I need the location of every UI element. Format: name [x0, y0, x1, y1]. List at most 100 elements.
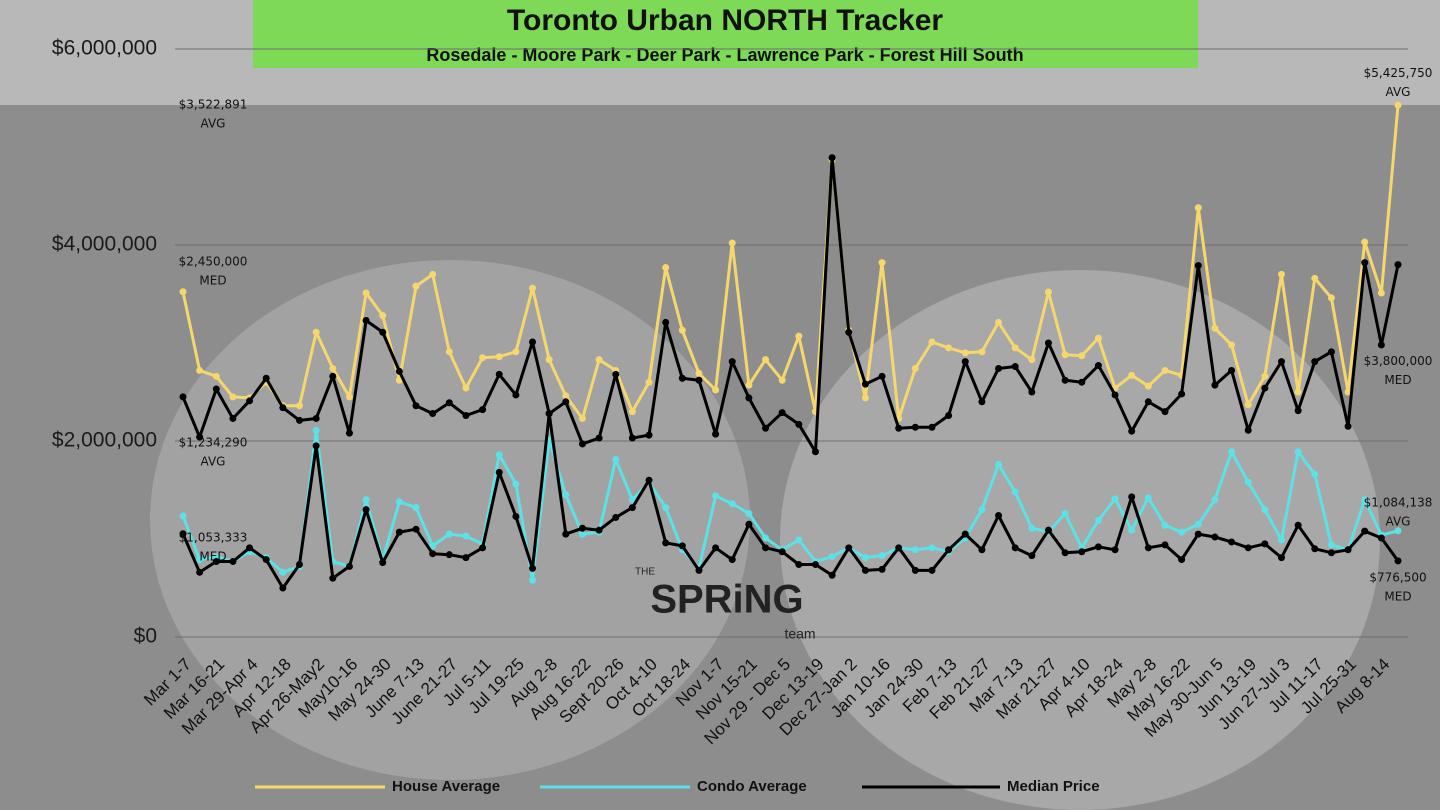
data-point [562, 491, 570, 499]
data-point [1128, 526, 1136, 534]
data-point [828, 154, 836, 162]
data-point [1211, 381, 1219, 389]
data-point [795, 420, 803, 428]
data-point [445, 551, 453, 559]
y-tick-label: $0 [134, 625, 157, 648]
data-point [762, 356, 770, 364]
data-point [1327, 541, 1335, 549]
data-point [612, 513, 620, 521]
data-point [512, 348, 520, 356]
data-point [529, 564, 537, 572]
data-point [395, 376, 403, 384]
data-point [1261, 506, 1269, 514]
data-point [562, 530, 570, 538]
data-point [445, 348, 453, 356]
data-point [1394, 527, 1402, 535]
data-point [778, 376, 786, 384]
data-point [1311, 470, 1319, 478]
data-point [1294, 521, 1302, 529]
data-point [695, 369, 703, 377]
data-point [995, 318, 1003, 326]
data-point [362, 506, 370, 514]
value-label-tag: MED [199, 273, 226, 287]
data-point [662, 539, 670, 547]
data-point [1294, 407, 1302, 415]
data-point [612, 370, 620, 378]
data-point [745, 394, 753, 402]
data-point [595, 434, 603, 442]
data-point [512, 512, 520, 520]
data-point [728, 358, 736, 366]
value-label: $1,234,290 [179, 436, 248, 450]
data-point [1194, 204, 1202, 212]
value-label-tag: AVG [201, 116, 226, 130]
data-point [412, 504, 420, 512]
data-point [1094, 543, 1102, 551]
data-point [861, 380, 869, 388]
data-point [612, 456, 620, 464]
data-point [1028, 552, 1036, 560]
data-point [329, 364, 337, 372]
data-point [312, 426, 320, 434]
data-point [1294, 448, 1302, 456]
data-point [196, 556, 204, 564]
data-point [728, 239, 736, 247]
data-point [1344, 422, 1352, 430]
data-point [429, 410, 437, 418]
data-point [1011, 488, 1019, 496]
data-point [312, 328, 320, 336]
data-point [529, 338, 537, 346]
data-point [628, 408, 636, 416]
data-point [1111, 495, 1119, 503]
data-point [495, 370, 503, 378]
data-point [1211, 533, 1219, 541]
data-point [495, 353, 503, 361]
data-point [279, 584, 287, 592]
data-point [628, 496, 636, 504]
data-point [978, 506, 986, 514]
data-point [1311, 358, 1319, 366]
data-point [529, 576, 537, 584]
series-line [181, 412, 1400, 590]
data-point [262, 374, 270, 382]
data-point [412, 525, 420, 533]
data-point [845, 328, 853, 336]
data-point [1044, 339, 1052, 347]
data-point [1344, 388, 1352, 396]
data-point [1028, 388, 1036, 396]
data-point [961, 349, 969, 357]
data-point [1294, 388, 1302, 396]
data-point [745, 520, 753, 528]
data-point [1211, 496, 1219, 504]
data-point [662, 264, 670, 272]
data-point [811, 560, 819, 568]
data-point [795, 332, 803, 340]
data-point [645, 431, 653, 439]
data-point [1194, 530, 1202, 538]
data-point [1161, 366, 1169, 374]
data-point [1244, 426, 1252, 434]
data-point [362, 289, 370, 297]
data-point [345, 429, 353, 437]
data-point [828, 571, 836, 579]
data-point [1011, 544, 1019, 552]
data-point [296, 416, 304, 424]
data-point [462, 554, 470, 562]
data-point [595, 356, 603, 364]
data-point [978, 398, 986, 406]
value-label-tag: AVG [1386, 514, 1411, 528]
data-point [479, 544, 487, 552]
data-point [995, 511, 1003, 519]
data-point [1244, 401, 1252, 409]
data-point [1078, 548, 1086, 556]
series-line [181, 156, 1400, 454]
data-point [978, 546, 986, 554]
value-label-tag: MED [199, 549, 226, 563]
data-point [1161, 521, 1169, 529]
chart-subtitle: Rosedale - Moore Park - Deer Park - Lawr… [426, 45, 1023, 65]
data-point [1228, 448, 1236, 456]
value-label: $3,522,891 [179, 97, 248, 111]
data-point [1061, 351, 1069, 359]
y-tick-label: $6,000,000 [52, 37, 157, 60]
